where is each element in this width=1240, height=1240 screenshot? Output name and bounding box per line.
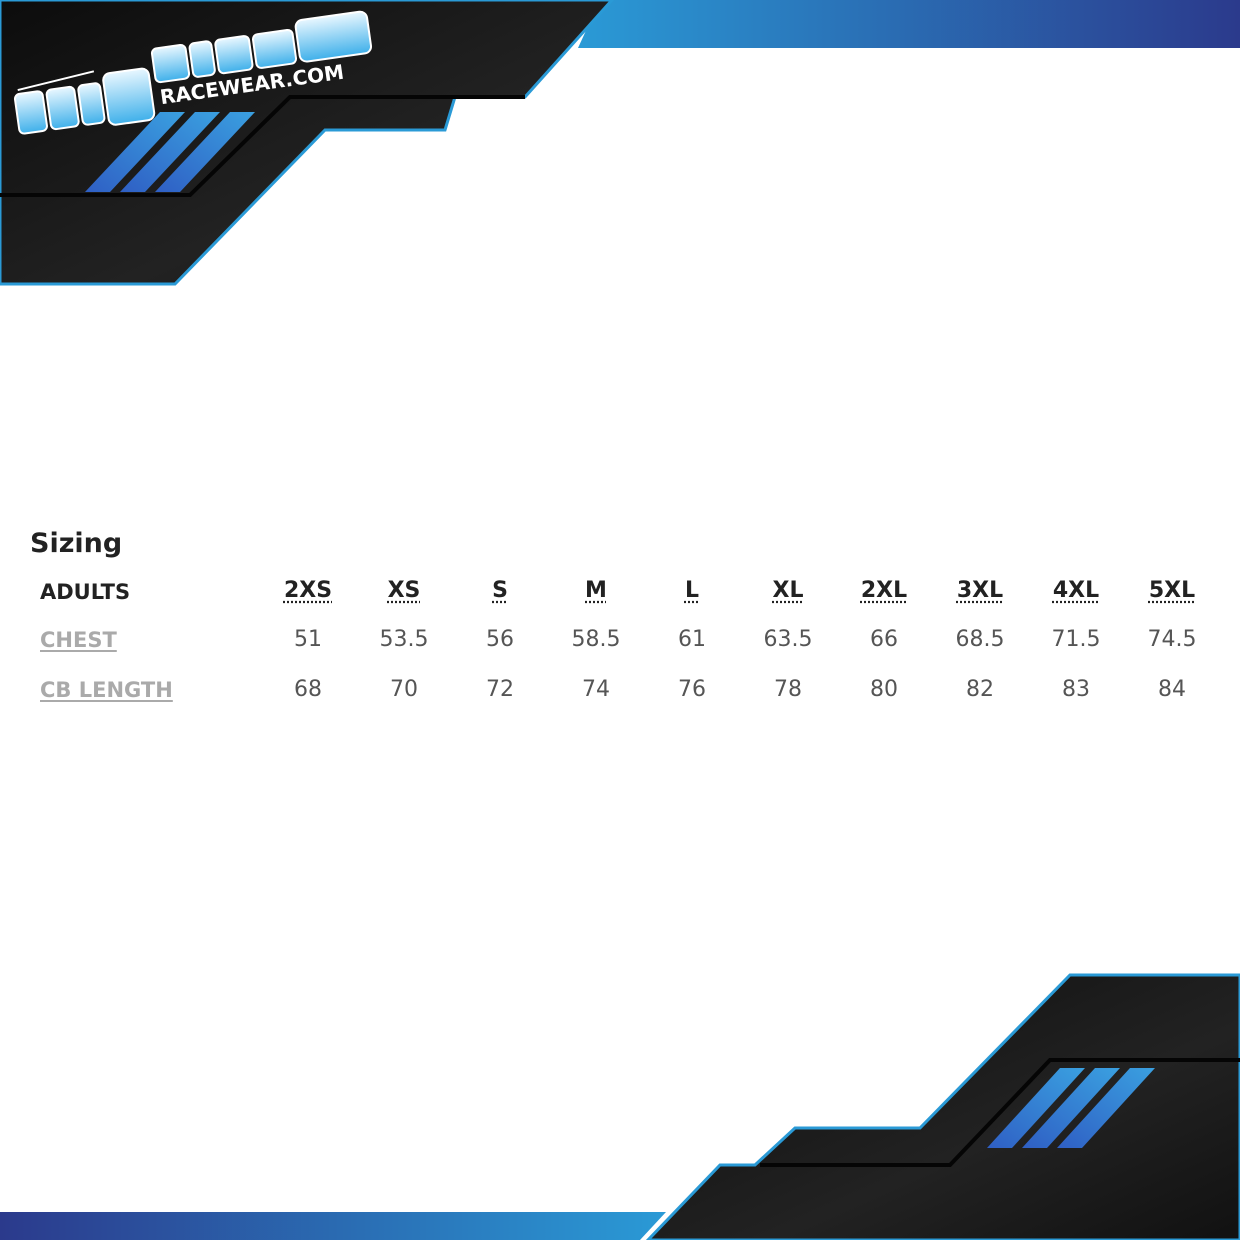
size-value: 53.5 [379, 627, 429, 652]
bottom-accent-bar [0, 1212, 666, 1240]
row-label-chest[interactable]: CHEST [40, 628, 117, 652]
size-value: 71.5 [1051, 627, 1101, 652]
top-accent-bar [578, 0, 1240, 48]
size-value: 82 [966, 677, 994, 702]
size-header[interactable]: XL [772, 578, 804, 603]
size-value: 74.5 [1147, 627, 1197, 652]
size-header[interactable]: 4XL [1052, 578, 1100, 603]
size-value: 66 [870, 627, 898, 652]
group-label: ADULTS [40, 580, 131, 604]
size-value: 68 [294, 677, 322, 702]
bottom-dark-panel [645, 973, 1240, 1240]
size-value: 61 [678, 627, 706, 652]
sizing-title: Sizing [30, 528, 123, 559]
size-header[interactable]: XS [387, 578, 421, 603]
size-header[interactable]: M [585, 578, 607, 603]
size-header[interactable]: S [492, 578, 508, 603]
stripe-2 [120, 112, 220, 192]
logo-wordmark-graphic [13, 10, 373, 135]
size-value: 78 [774, 677, 802, 702]
size-value: 51 [294, 627, 322, 652]
stripe-6 [1057, 1068, 1155, 1148]
size-header[interactable]: 2XS [283, 578, 333, 603]
size-value: 83 [1062, 677, 1090, 702]
size-header[interactable]: L [684, 578, 700, 603]
size-value: 74 [582, 677, 610, 702]
size-value: 68.5 [955, 627, 1005, 652]
stripe-3 [155, 112, 255, 192]
size-value: 63.5 [763, 627, 813, 652]
row-label-cb-length[interactable]: CB LENGTH [40, 678, 173, 702]
size-value: 80 [870, 677, 898, 702]
size-value: 58.5 [571, 627, 621, 652]
size-header[interactable]: 5XL [1148, 578, 1196, 603]
size-header[interactable]: 3XL [956, 578, 1004, 603]
top-dark-panel [0, 0, 615, 286]
stripe-4 [987, 1068, 1085, 1148]
stripe-5 [1022, 1068, 1120, 1148]
size-value: 72 [486, 677, 514, 702]
size-value: 76 [678, 677, 706, 702]
size-header[interactable]: 2XL [860, 578, 908, 603]
stripe-1 [85, 112, 185, 192]
size-value: 56 [486, 627, 514, 652]
size-value: 84 [1158, 677, 1186, 702]
size-value: 70 [390, 677, 418, 702]
